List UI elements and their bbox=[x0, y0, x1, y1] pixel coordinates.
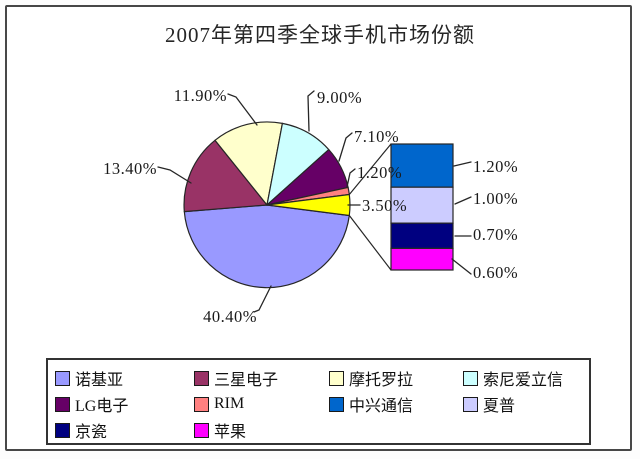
pie-label-leader-1 bbox=[157, 166, 192, 184]
legend-item: 索尼爱立信 bbox=[463, 366, 589, 390]
legend-swatch-icon bbox=[463, 396, 478, 412]
legend-item: 京瓷 bbox=[55, 418, 194, 442]
series-line-top bbox=[348, 143, 392, 195]
legend-swatch-icon bbox=[329, 370, 344, 386]
pie-data-label-4: 7.10% bbox=[354, 127, 399, 146]
pie-slice-2 bbox=[214, 121, 283, 206]
pie-slice-0 bbox=[183, 204, 350, 289]
bar-data-label-1: 1.00% bbox=[473, 189, 518, 208]
chart-title: 2007年第四季全球手机市场份额 bbox=[165, 23, 475, 47]
legend-label: 诺基亚 bbox=[75, 372, 124, 389]
bar-data-label-3: 0.60% bbox=[473, 263, 518, 282]
legend-swatch-icon bbox=[194, 370, 209, 386]
legend-item: RIM bbox=[194, 395, 329, 413]
legend-swatch-icon bbox=[463, 370, 478, 386]
legend-label: 三星电子 bbox=[214, 372, 279, 389]
pie-data-label-1: 13.40% bbox=[103, 159, 157, 178]
pie-label-leader-2 bbox=[227, 93, 258, 126]
pie-label-leader-5 bbox=[346, 168, 356, 188]
bar-segment-0 bbox=[390, 143, 454, 188]
bar-label-leader-0 bbox=[453, 161, 472, 167]
legend-label: 苹果 bbox=[214, 424, 247, 441]
legend-label: 索尼爱立信 bbox=[483, 372, 564, 389]
bar-label-leader-1 bbox=[454, 196, 472, 205]
pie-label-leader-4 bbox=[338, 132, 353, 162]
legend-item: 夏普 bbox=[463, 392, 589, 416]
bar-data-label-0: 1.20% bbox=[473, 157, 518, 176]
legend-item: LG电子 bbox=[55, 392, 194, 416]
legend-label: 夏普 bbox=[483, 398, 516, 415]
legend-swatch-icon bbox=[55, 370, 70, 386]
legend-swatch-icon bbox=[194, 396, 209, 412]
legend-item: 中兴通信 bbox=[329, 392, 463, 416]
legend-swatch-icon bbox=[329, 396, 344, 412]
pie-data-label-0: 40.40% bbox=[203, 307, 257, 326]
bar-segment-2 bbox=[390, 222, 454, 249]
legend-label: 京瓷 bbox=[75, 424, 108, 441]
pie-data-label-3: 9.00% bbox=[317, 88, 362, 107]
legend-item: 摩托罗拉 bbox=[329, 366, 463, 390]
pie-slice-1 bbox=[183, 139, 268, 213]
chart-legend: 诺基亚 三星电子 摩托罗拉 索尼爱立信 LG电子 RIM 中兴通信 夏普 bbox=[46, 358, 591, 445]
bar-segment-1 bbox=[390, 186, 454, 224]
pie-data-label-6: 3.50% bbox=[362, 196, 407, 215]
legend-item: 苹果 bbox=[194, 418, 329, 442]
bar-segment-3 bbox=[390, 247, 454, 271]
pie-data-label-2: 11.90% bbox=[174, 86, 227, 105]
legend-label: 摩托罗拉 bbox=[349, 372, 414, 389]
pie-data-label-5: 1.20% bbox=[357, 163, 402, 182]
pie-label-leader-3 bbox=[307, 90, 315, 132]
legend-swatch-icon bbox=[55, 396, 70, 412]
legend-label: RIM bbox=[214, 395, 245, 412]
legend-label: 中兴通信 bbox=[349, 398, 414, 415]
legend-item: 三星电子 bbox=[194, 366, 329, 390]
series-line-bottom bbox=[348, 215, 392, 271]
legend-swatch-icon bbox=[55, 422, 70, 438]
bar-data-label-2: 0.70% bbox=[473, 225, 518, 244]
legend-item: 诺基亚 bbox=[55, 366, 194, 390]
bar-label-leader-3 bbox=[451, 258, 472, 275]
legend-swatch-icon bbox=[194, 422, 209, 438]
legend-label: LG电子 bbox=[75, 398, 129, 415]
pie-label-leader-0 bbox=[253, 285, 272, 313]
